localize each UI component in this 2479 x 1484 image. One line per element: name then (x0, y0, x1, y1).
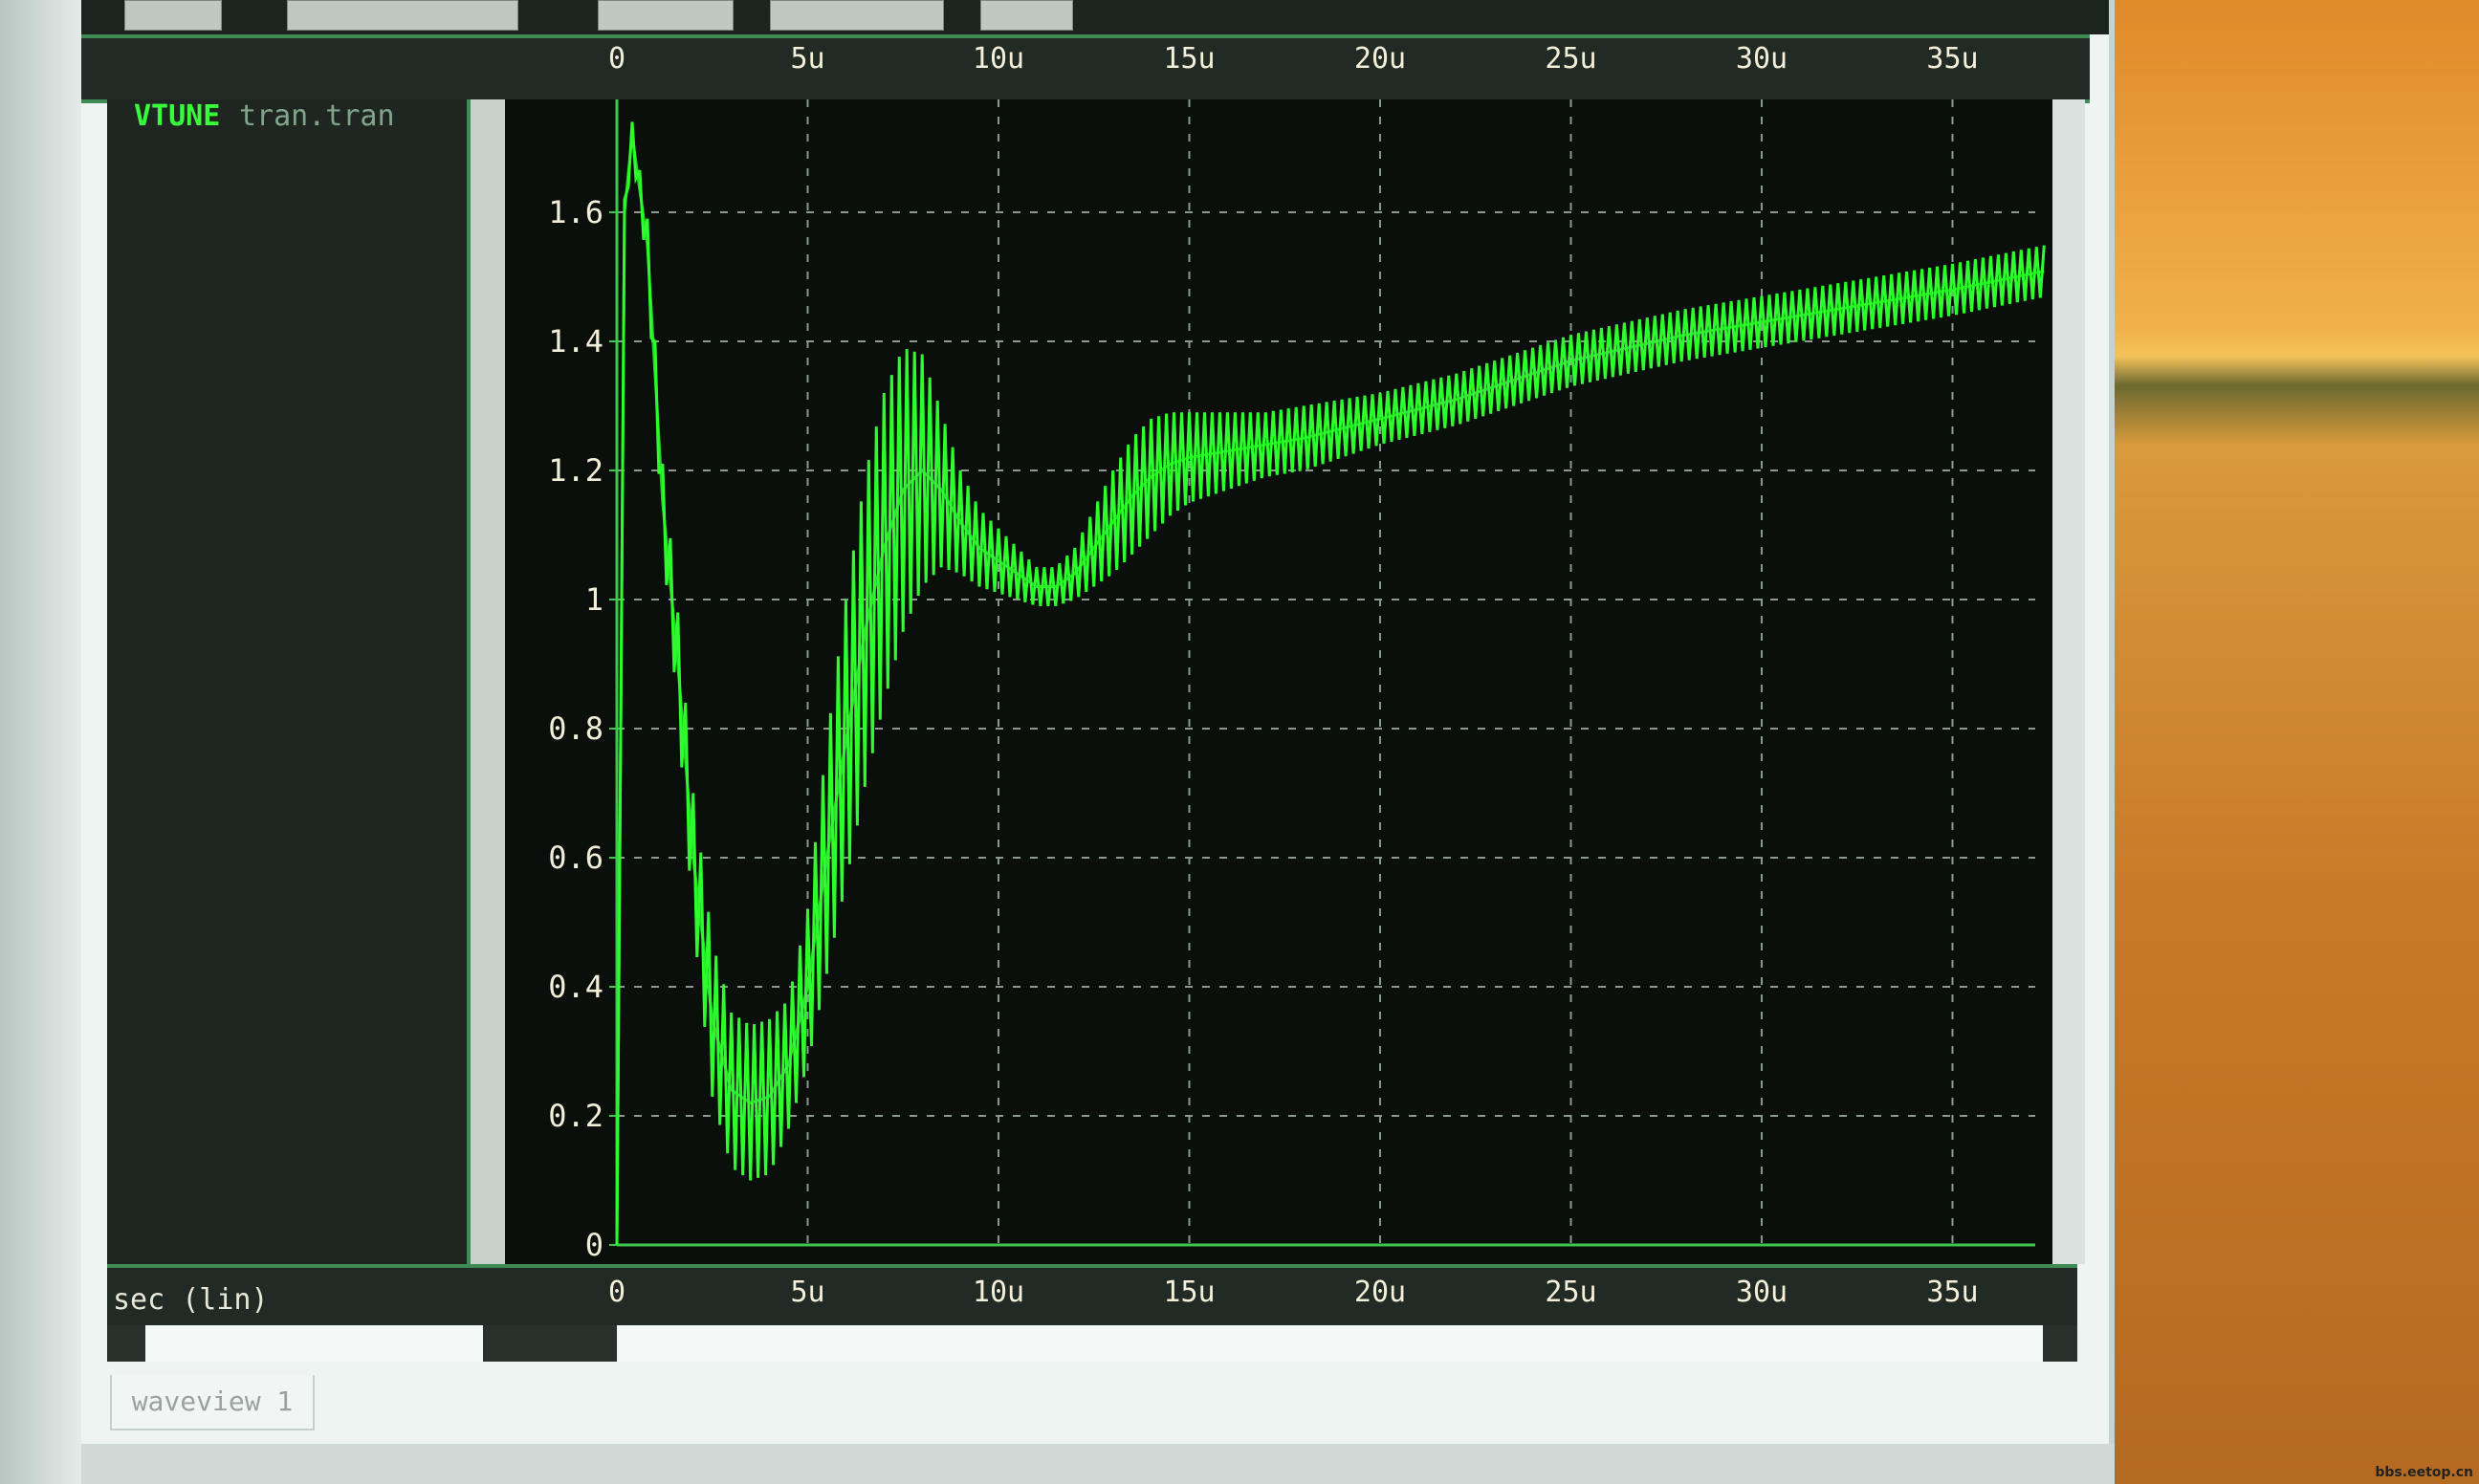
top-axis-tick-label: 15u (1163, 42, 1216, 76)
top-axis-tick-label: 35u (1926, 42, 1979, 76)
watermark: bbs.eetop.cn (2375, 1465, 2473, 1480)
bottom-axis-tick-label: 10u (972, 1276, 1025, 1309)
y-tick-label: 0.2 (548, 1098, 603, 1134)
horizontal-scrollbar[interactable] (107, 1325, 2077, 1362)
scroll-left-arrow-icon[interactable] (107, 1325, 145, 1362)
bottom-axis-tick-label: 25u (1545, 1276, 1597, 1309)
signal-panel-scrollbar[interactable] (467, 99, 505, 1264)
y-tick-label: 1.6 (548, 194, 603, 230)
scroll-right-arrow-icon[interactable] (2043, 1325, 2077, 1362)
background-window-edge (0, 0, 81, 1484)
signal-name[interactable]: VTUNE (134, 99, 221, 133)
y-tick-label: 1.2 (548, 452, 603, 489)
y-tick-label: 0.4 (548, 969, 603, 1005)
top-axis-tick-label: 25u (1545, 42, 1597, 76)
signal-source: tran.tran (239, 99, 395, 133)
bottom-axis-tick-label: 20u (1353, 1276, 1407, 1309)
toolbar-button-group-file[interactable] (124, 0, 222, 31)
waveform-plot[interactable]: 0 0.2 0.4 0.6 0.8 1 1.2 1.4 1.6 (505, 99, 2052, 1264)
desktop-wallpaper (2115, 0, 2479, 1484)
y-tick-label: 1 (585, 581, 603, 618)
toolbar (81, 0, 2109, 34)
y-tick-label: 0 (585, 1227, 603, 1263)
bottom-axis-tick-label: 15u (1163, 1276, 1216, 1309)
scrollbar-thumb[interactable] (483, 1325, 617, 1362)
toolbar-button-group-edit[interactable] (770, 0, 944, 31)
bottom-time-axis (107, 1264, 2077, 1327)
waveform-chart: 0 0.2 0.4 0.6 0.8 1 1.2 1.4 1.6 (548, 99, 2046, 1263)
top-axis-tick-label: 10u (972, 42, 1025, 76)
toolbar-button-group-view[interactable] (980, 0, 1073, 31)
top-axis-tick-label: 30u (1735, 42, 1788, 76)
waveform-centerline (615, 134, 2045, 1246)
y-tick-label: 0.8 (548, 710, 603, 747)
plot-vertical-scrollbar[interactable] (2052, 99, 2085, 1264)
toolbar-button-group-nav[interactable] (598, 0, 734, 31)
signal-name-panel (107, 99, 469, 1264)
x-axis-label: sec (lin) (113, 1283, 269, 1317)
top-axis-tick-label: 5u (790, 42, 825, 76)
bottom-axis-tick-label: 35u (1926, 1276, 1979, 1309)
y-tick-label: 0.6 (548, 840, 603, 876)
tab-waveview-1[interactable]: waveview 1 (110, 1375, 315, 1430)
top-time-axis (81, 34, 2090, 103)
bottom-axis-tick-label: 5u (790, 1276, 825, 1309)
top-axis-tick-label: 0 (607, 42, 626, 76)
waveform-trace (615, 121, 2046, 1246)
bottom-axis-tick-label: 0 (607, 1276, 626, 1309)
bottom-axis-tick-label: 30u (1735, 1276, 1788, 1309)
toolbar-button-group-zoom[interactable] (287, 0, 518, 31)
y-tick-label: 1.4 (548, 323, 603, 360)
top-axis-tick-label: 20u (1353, 42, 1407, 76)
